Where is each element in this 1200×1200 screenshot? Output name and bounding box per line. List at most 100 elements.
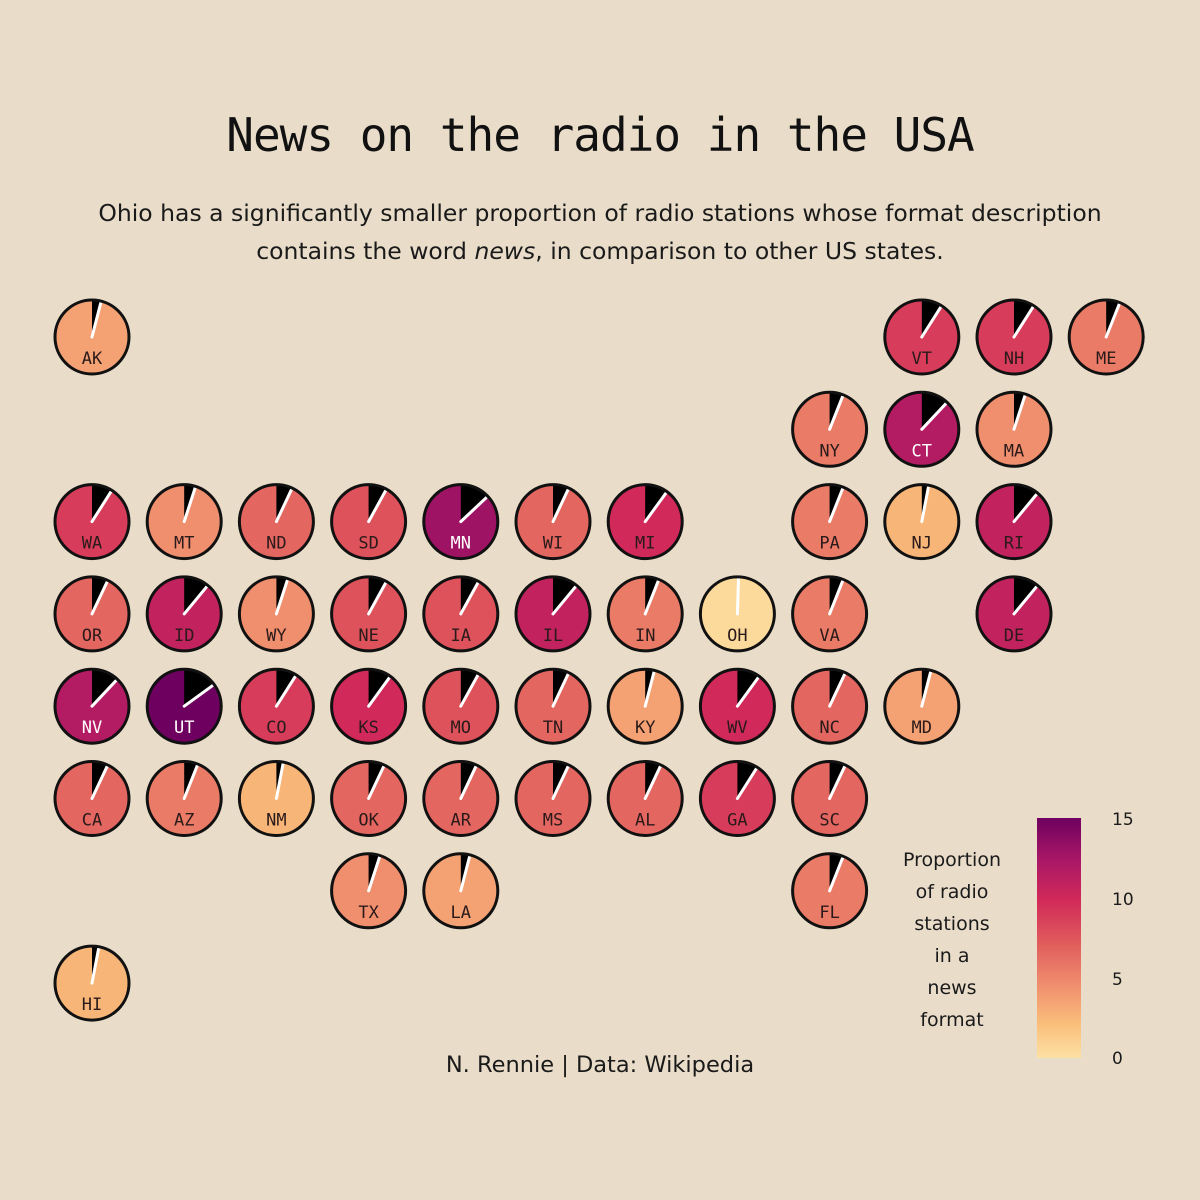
state-circle-outline	[698, 575, 776, 653]
legend-tick-15: 15	[1112, 810, 1134, 830]
state-label: DE	[1004, 626, 1024, 646]
state-circle-outline	[791, 575, 869, 653]
pointer-line	[551, 764, 570, 800]
pointer-line	[459, 673, 480, 708]
state-tile-nd: ND	[237, 483, 315, 561]
state-tile-va: VA	[791, 575, 869, 653]
state-tile-ar: AR	[422, 760, 500, 837]
state-circle-outline	[145, 483, 223, 561]
state-tile-ca: CA	[53, 760, 131, 837]
state-label: TX	[358, 903, 379, 923]
state-circle-outline	[606, 483, 684, 561]
pointer-line	[90, 946, 101, 985]
subtitle-text-start: Ohio has a significantly smaller proport…	[98, 199, 1102, 265]
state-tile-wv: WV	[698, 667, 776, 745]
state-label: CA	[82, 811, 102, 831]
state-circle-outline	[606, 575, 684, 653]
state-label: NM	[266, 811, 286, 831]
pointer-line	[274, 578, 290, 616]
pointer-line	[90, 489, 113, 524]
state-label: LA	[451, 903, 471, 923]
state-circle-outline	[53, 760, 131, 837]
pointer-line	[920, 484, 931, 524]
pointer-line	[643, 669, 656, 708]
state-circle-outline	[791, 852, 869, 930]
state-circle-outline	[1067, 298, 1145, 376]
state-label: HI	[82, 995, 102, 1015]
state-tile-md: MD	[883, 667, 961, 745]
legend-title-line: in a	[934, 945, 970, 967]
state-circle-outline	[883, 483, 961, 561]
state-tile-tx: TX	[330, 852, 408, 930]
state-tile-sd: SD	[330, 483, 408, 561]
state-label: WI	[543, 534, 563, 554]
state-label: SD	[358, 534, 378, 554]
legend-title-line: stations	[914, 913, 990, 935]
pointer-line	[1012, 584, 1039, 616]
legend-tick-5: 5	[1112, 970, 1123, 990]
state-tile-wa: WA	[53, 483, 131, 561]
pointer-line	[828, 672, 847, 708]
caption: N. Rennie | Data: Wikipedia	[445, 1052, 755, 1078]
pointer-line	[90, 764, 109, 800]
pointer-line	[643, 578, 660, 616]
state-circle-outline	[330, 667, 408, 745]
state-circle-outline	[422, 667, 500, 745]
state-tile-fl: FL	[791, 852, 869, 930]
chart-title: News on the radio in the USA	[226, 108, 974, 162]
state-label: AL	[635, 811, 655, 831]
state-tile-ct: CT	[883, 390, 961, 468]
pointer-line	[182, 584, 209, 616]
state-tile-de: DE	[975, 575, 1053, 653]
state-label: WA	[82, 534, 102, 554]
state-label: WY	[266, 626, 286, 646]
state-tile-sc: SC	[791, 760, 869, 837]
pointer-line	[182, 763, 199, 800]
state-circle-outline	[514, 483, 592, 561]
pointer-line	[828, 764, 847, 800]
state-tile-ga: GA	[698, 760, 776, 837]
state-label: VT	[912, 349, 932, 369]
pointer-line	[920, 305, 943, 339]
state-tile-nm: NM	[237, 760, 315, 837]
state-circle-outline	[53, 944, 131, 1022]
news-share-wedge	[921, 392, 948, 430]
legend-colorbar	[1037, 818, 1081, 1058]
state-tile-mn: MN	[422, 483, 500, 561]
pointer-line	[274, 487, 294, 524]
state-tile-or: OR	[53, 575, 131, 653]
state-tile-mi: MI	[606, 483, 684, 561]
state-circle-outline	[975, 575, 1053, 653]
state-circle-outline	[330, 483, 408, 561]
pointer-line	[1012, 393, 1027, 431]
pointer-line	[828, 855, 845, 893]
state-circle-outline	[975, 483, 1053, 561]
subtitle-text-end: , in comparison to other US states.	[535, 237, 944, 265]
state-circle-outline	[791, 483, 869, 561]
state-label: ND	[266, 534, 286, 554]
state-tile-me: ME	[1067, 298, 1145, 376]
pointer-line	[735, 766, 759, 800]
state-circle-outline	[422, 852, 500, 930]
state-circle-outline	[514, 575, 592, 653]
pointer-line	[828, 394, 845, 431]
state-circle-outline	[237, 760, 315, 837]
state-label: MA	[1004, 441, 1024, 461]
news-share-wedge	[92, 669, 118, 707]
state-circle-outline	[422, 760, 500, 837]
pointer-line	[367, 488, 388, 524]
state-tile-al: AL	[606, 760, 684, 837]
state-label: ID	[174, 626, 194, 646]
pointer-line	[367, 764, 386, 800]
state-circle-outline	[883, 667, 961, 745]
state-circle-outline	[53, 298, 131, 376]
state-tile-nh: NH	[975, 298, 1053, 376]
state-tile-pa: PA	[791, 483, 869, 561]
state-label: MS	[543, 811, 563, 831]
pointer-line	[1104, 302, 1121, 339]
state-tile-nj: NJ	[883, 483, 961, 561]
legend-tick-10: 10	[1112, 890, 1134, 910]
state-circle-outline	[145, 667, 223, 745]
state-tile-ri: RI	[975, 483, 1053, 561]
